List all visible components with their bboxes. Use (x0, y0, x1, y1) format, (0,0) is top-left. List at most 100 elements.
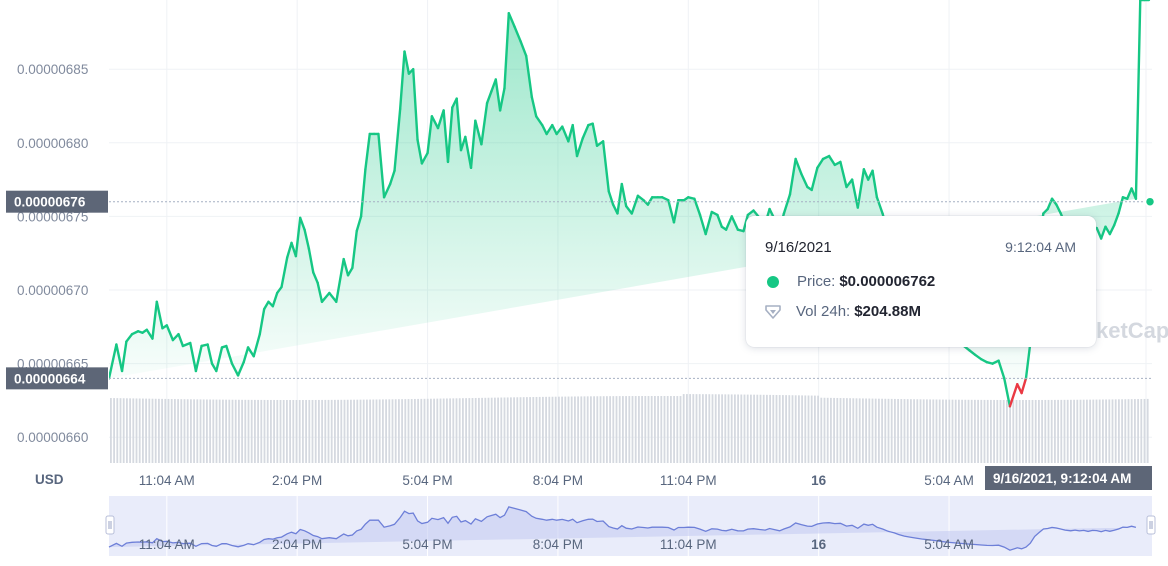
volume-bar (241, 399, 243, 463)
navigator-tick-label: 8:04 PM (533, 537, 583, 552)
hover-time-tag-label: 9/16/2021, 9:12:04 AM (993, 471, 1131, 486)
volume-bar (1018, 400, 1021, 463)
volume-bar (490, 397, 493, 463)
y-axis: 0.000006600.000006650.000006700.00000675… (17, 62, 88, 445)
price-line-segment (316, 281, 324, 303)
price-line-segment (1117, 196, 1125, 215)
volume-bar (206, 399, 208, 463)
x-tick-label: 5:04 AM (924, 473, 974, 488)
price-line-segment (816, 157, 825, 170)
price-line-segment (280, 256, 289, 289)
volume-bar (1047, 399, 1050, 463)
y-tick-label: 0.00000680 (17, 136, 88, 151)
volume-bar (1012, 399, 1015, 463)
volume-bar (1038, 399, 1040, 463)
volume-bar (186, 399, 189, 463)
volume-bar (1134, 399, 1136, 463)
tooltip-price-row: Price: $0.000006762 (767, 273, 935, 290)
price-line-segment (716, 213, 723, 228)
x-tick-label: 11:04 AM (139, 473, 195, 488)
volume-bar (138, 398, 141, 463)
volume-bar (1057, 399, 1059, 463)
volume-bar (913, 399, 915, 463)
volume-bar (1031, 399, 1034, 463)
volume-bar (526, 397, 528, 463)
volume-bar (170, 399, 173, 463)
volume-bar (263, 399, 266, 463)
volume-bar (302, 399, 304, 463)
volume-bar (1102, 399, 1104, 463)
volume-bar (142, 398, 144, 463)
volume-bar (823, 397, 826, 463)
price-line-segment (469, 119, 477, 170)
volume-bar (990, 399, 992, 463)
volume-bar (375, 399, 378, 463)
price-dot-icon (767, 275, 779, 288)
price-line-segment (794, 157, 803, 175)
volume-bar (679, 396, 682, 463)
volume-bar (849, 398, 851, 463)
volume-bar (596, 396, 599, 463)
volume-bar (410, 399, 413, 463)
tooltip-price-value: $0.000006762 (839, 273, 936, 290)
volume-bar (692, 394, 695, 463)
volume-bar (708, 394, 711, 463)
price-line-segment (181, 341, 192, 348)
volume-bar (1050, 399, 1053, 463)
volume-bar (862, 398, 864, 463)
open-price-tag-label: 0.00000664 (14, 371, 86, 386)
volume-bar (961, 399, 963, 463)
volume-bar (113, 398, 115, 463)
volume-bar (986, 399, 989, 463)
volume-bar (906, 399, 909, 463)
range-navigator[interactable]: 11:04 AM 2:04 PM 5:04 PM 8:04 PM 11:04 PM 16 5… (105, 496, 1156, 556)
volume-bar (474, 397, 477, 463)
volume-bar (513, 397, 515, 463)
volume-bar (378, 399, 381, 463)
volume-bar (980, 399, 983, 463)
volume-bar (615, 396, 618, 463)
volume-bar (362, 399, 365, 463)
volume-bar (398, 399, 400, 463)
volume-bar (769, 394, 771, 463)
volume-bar (887, 398, 890, 463)
volume-bar (833, 397, 835, 463)
y-tick-label: 0.00000660 (17, 430, 88, 445)
price-line-segment (294, 216, 302, 258)
price-line-segment (412, 67, 419, 142)
price-line-segment (351, 229, 358, 270)
volume-bar (442, 398, 445, 463)
price-line-segment (875, 196, 884, 215)
volume-bar (458, 398, 461, 463)
volume-bar (193, 399, 195, 463)
volume-bar (759, 394, 762, 463)
volume-bar (846, 398, 848, 463)
volume-bar (926, 399, 928, 463)
price-line-segment (620, 182, 628, 208)
price-line-segment (646, 196, 654, 206)
volume-bar (878, 398, 880, 463)
volume-bar (775, 394, 778, 463)
navigator-right-handle[interactable] (1146, 515, 1156, 535)
volume-bar (1034, 399, 1037, 463)
price-line-segment (581, 123, 590, 140)
volume-bar (478, 397, 480, 463)
volume-bar (1095, 399, 1098, 463)
volume-bar (420, 398, 423, 463)
volume-bar (929, 399, 931, 463)
tooltip-volume-value: $204.88M (854, 303, 921, 320)
handle-body (105, 515, 115, 535)
volume-bar (298, 399, 301, 463)
price-line-segment (616, 182, 624, 215)
navigator-left-handle[interactable] (105, 515, 115, 535)
navigator-tick-label: 5:04 PM (402, 537, 452, 552)
volume-bar (196, 399, 199, 463)
price-line-segment (525, 54, 534, 99)
price-line-segment (446, 106, 454, 164)
volume-bar (122, 398, 125, 463)
volume-bar (698, 394, 701, 463)
price-line-segment (571, 123, 579, 158)
price-line-segment (258, 307, 266, 336)
volume-bar (836, 397, 839, 463)
volume-bar (705, 394, 707, 463)
